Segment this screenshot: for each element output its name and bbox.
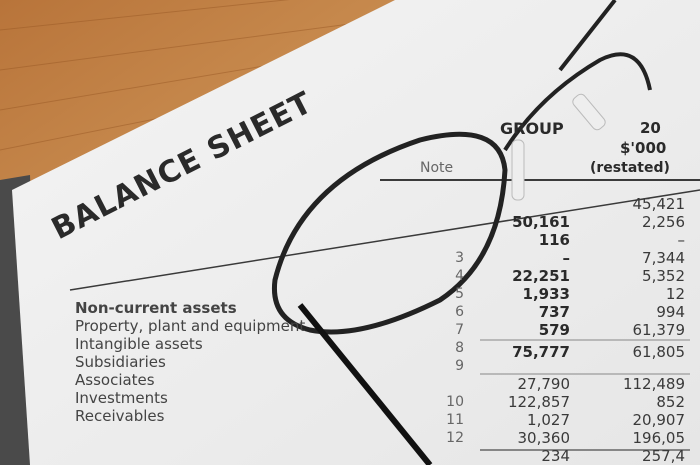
row-label: Receivables xyxy=(75,407,165,425)
restated-value: 7,344 xyxy=(642,249,685,267)
restated-value: – xyxy=(677,231,686,249)
glasses-temple-arm xyxy=(297,303,433,465)
note-number: 5 xyxy=(455,286,464,302)
table-rules xyxy=(69,179,700,451)
restated-value: 994 xyxy=(656,303,685,321)
note-number: 4 xyxy=(455,268,464,284)
restated-value: 45,421 xyxy=(632,195,686,213)
restated-value: 20,907 xyxy=(632,411,686,429)
group-value: 50,161 xyxy=(512,213,570,231)
glasses-bridge xyxy=(503,52,652,152)
row-label: Investments xyxy=(75,389,168,407)
restated-value: 112,489 xyxy=(622,375,685,393)
group-value: 1,027 xyxy=(527,411,570,429)
group-value: 27,790 xyxy=(517,375,571,393)
restated-value: 2,256 xyxy=(642,213,685,231)
section-label: Non-current assets xyxy=(75,299,237,317)
restated-value: 61,805 xyxy=(632,343,686,361)
glasses-lens-frame xyxy=(271,131,508,335)
row-label: Subsidiaries xyxy=(75,353,166,371)
note-number: 12 xyxy=(446,430,464,446)
row-label: Property, plant and equipment xyxy=(75,317,306,335)
restated-header: (restated) xyxy=(590,160,670,176)
row-label: Intangible assets xyxy=(75,335,203,353)
group-value: 22,251 xyxy=(512,267,570,285)
restated-value: 12 xyxy=(665,285,685,303)
note-number: 6 xyxy=(455,304,464,320)
group-value: 234 xyxy=(541,447,570,465)
note-number: 3 xyxy=(455,250,464,266)
note-number: 8 xyxy=(455,340,464,356)
group-value: 30,360 xyxy=(517,429,571,447)
note-number: 11 xyxy=(446,412,464,428)
restated-value: 257,4 xyxy=(642,447,685,465)
year-header: 20 xyxy=(640,119,661,137)
row-label: Associates xyxy=(75,371,155,389)
group-value: 116 xyxy=(538,231,570,249)
group-value: 75,777 xyxy=(512,343,570,361)
nose-pad-icon xyxy=(511,139,525,201)
note-number: 10 xyxy=(446,394,464,410)
reading-glasses xyxy=(271,0,652,465)
group-value: 122,857 xyxy=(507,393,570,411)
note-header: Note xyxy=(420,160,454,176)
restated-value: 852 xyxy=(656,393,685,411)
restated-value: 196,05 xyxy=(632,429,686,447)
group-value: 1,933 xyxy=(522,285,570,303)
note-number: 7 xyxy=(455,322,464,338)
group-value: – xyxy=(562,249,571,267)
unit-header: $'000 xyxy=(620,139,667,157)
group-header: GROUP xyxy=(500,119,564,138)
restated-value: 5,352 xyxy=(642,267,685,285)
restated-value: 61,379 xyxy=(632,321,686,339)
group-value: 737 xyxy=(538,303,570,321)
note-number: 9 xyxy=(455,358,464,374)
group-value: 579 xyxy=(538,321,570,339)
